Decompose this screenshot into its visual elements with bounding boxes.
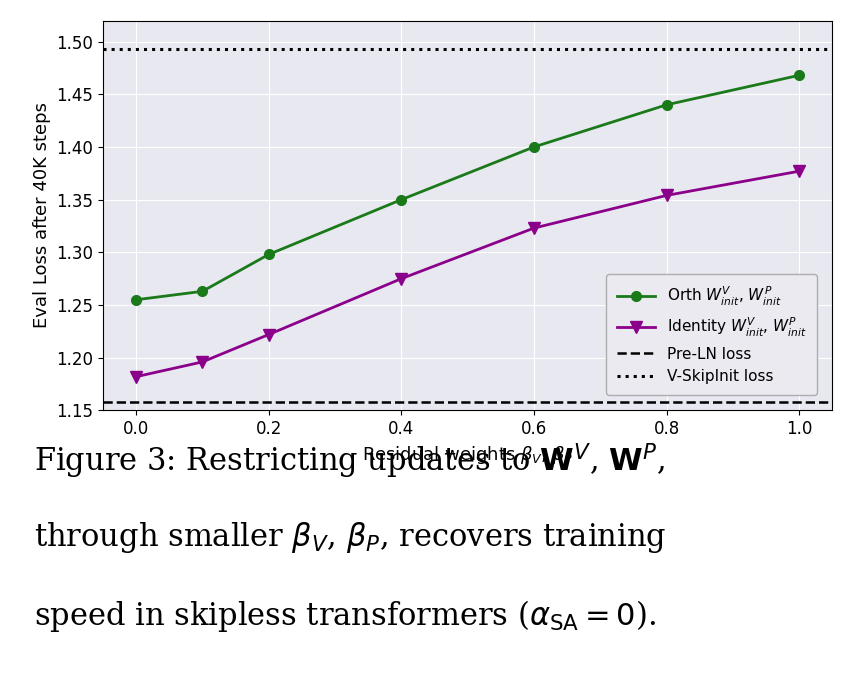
Orth $W^V_{init}$, $W^P_{init}$ — [662, 101, 672, 109]
Line: Orth $W^V_{init}$, $W^P_{init}$: Orth $W^V_{init}$, $W^P_{init}$ — [131, 70, 804, 304]
Orth $W^V_{init}$, $W^P_{init}$ — [396, 196, 407, 204]
Text: through smaller $\beta_V$, $\beta_P$, recovers training: through smaller $\beta_V$, $\beta_P$, re… — [34, 520, 667, 555]
Orth $W^V_{init}$, $W^P_{init}$ — [529, 143, 539, 151]
Text: Figure 3: Restricting updates to $\mathbf{W}^V$, $\mathbf{W}^P$,: Figure 3: Restricting updates to $\mathb… — [34, 441, 665, 481]
Line: Identity $W^V_{init}$, $W^P_{init}$: Identity $W^V_{init}$, $W^P_{init}$ — [130, 166, 805, 382]
Identity $W^V_{init}$, $W^P_{init}$ — [131, 373, 142, 381]
Legend: Orth $W^V_{init}$, $W^P_{init}$, Identity $W^V_{init}$, $W^P_{init}$, Pre-LN los: Orth $W^V_{init}$, $W^P_{init}$, Identit… — [606, 274, 818, 395]
X-axis label: Residual weights $\beta_V$, $\beta_P$: Residual weights $\beta_V$, $\beta_P$ — [362, 444, 573, 466]
Orth $W^V_{init}$, $W^P_{init}$ — [197, 287, 208, 295]
Identity $W^V_{init}$, $W^P_{init}$ — [794, 167, 804, 175]
Y-axis label: Eval Loss after 40K steps: Eval Loss after 40K steps — [33, 103, 51, 328]
Identity $W^V_{init}$, $W^P_{init}$ — [263, 330, 274, 339]
Identity $W^V_{init}$, $W^P_{init}$ — [662, 192, 672, 200]
Identity $W^V_{init}$, $W^P_{init}$ — [197, 358, 208, 366]
Identity $W^V_{init}$, $W^P_{init}$ — [396, 274, 407, 282]
Text: speed in skipless transformers ($\alpha_{\mathrm{SA}} = 0$).: speed in skipless transformers ($\alpha_… — [34, 598, 656, 635]
Orth $W^V_{init}$, $W^P_{init}$ — [131, 295, 142, 304]
Orth $W^V_{init}$, $W^P_{init}$ — [794, 71, 804, 79]
Identity $W^V_{init}$, $W^P_{init}$ — [529, 224, 539, 232]
Orth $W^V_{init}$, $W^P_{init}$ — [263, 250, 274, 259]
